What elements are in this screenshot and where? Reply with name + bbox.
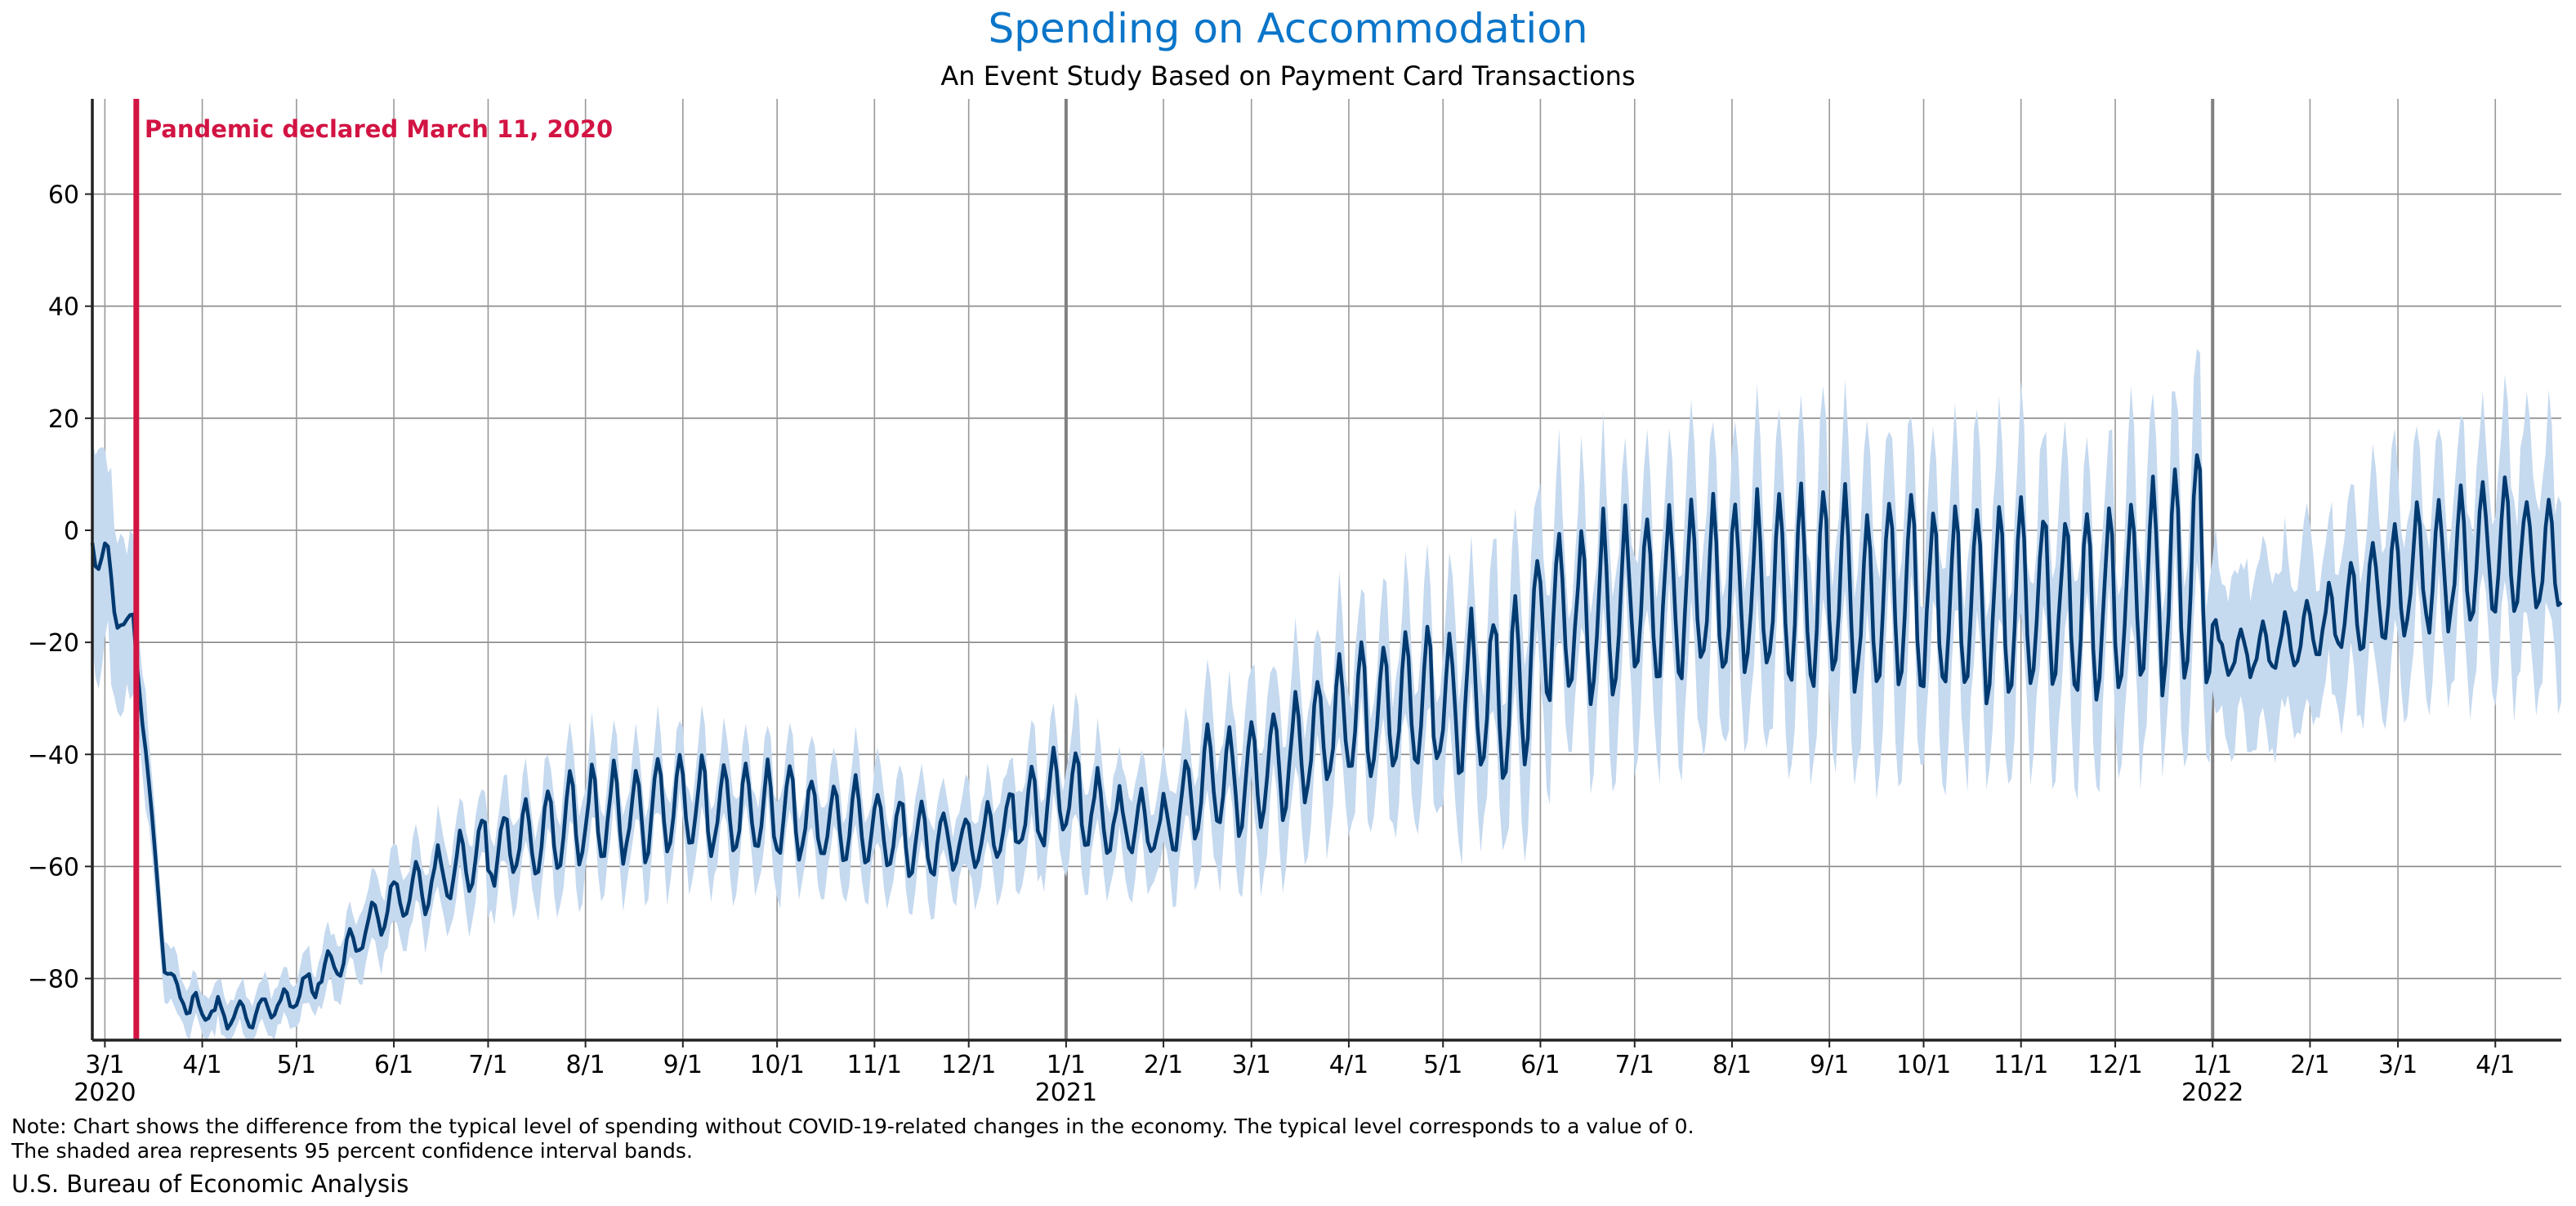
x-tick-label: 5/1: [277, 1051, 316, 1079]
x-tick-label: 3/1: [2378, 1051, 2418, 1079]
x-tick-label: 7/1: [468, 1051, 507, 1079]
source-credit: U.S. Bureau of Economic Analysis: [11, 1170, 409, 1198]
x-tick-label: 6/1: [1520, 1051, 1560, 1079]
confidence-band: [92, 348, 2561, 1041]
axes: [91, 99, 2561, 1042]
annotation: Pandemic declared March 11, 2020: [133, 99, 613, 1040]
x-tick-label: 6/1: [374, 1051, 413, 1079]
y-tick-label: 20: [48, 405, 79, 434]
x-tick-label: 11/1: [847, 1051, 902, 1079]
x-tick-label: 1/1: [1047, 1051, 1086, 1079]
pandemic-annotation-label: Pandemic declared March 11, 2020: [145, 115, 613, 143]
x-tick-label: 1/1: [2193, 1051, 2232, 1079]
x-tick-label: 2/1: [1144, 1051, 1183, 1079]
x-tick-label: 3/1: [1232, 1051, 1271, 1079]
confidence-band-area: [92, 348, 2561, 1041]
x-tick-label: 4/1: [1329, 1051, 1368, 1079]
chart-subtitle: An Event Study Based on Payment Card Tra…: [940, 60, 1636, 92]
y-tick-label: 40: [48, 293, 79, 322]
x-tick-label: 2/1: [2290, 1051, 2329, 1079]
x-tick-label: 9/1: [663, 1051, 703, 1079]
y-tick-label: 60: [48, 181, 79, 210]
y-tick-label: −80: [28, 966, 79, 994]
x-tick-label: 4/1: [2476, 1051, 2515, 1079]
chart-note: Note: Chart shows the difference from th…: [11, 1114, 1694, 1164]
x-year-label: 2020: [74, 1079, 136, 1107]
x-tick-label: 8/1: [565, 1051, 605, 1079]
series-line: [90, 453, 2563, 1031]
x-tick-label: 4/1: [182, 1051, 221, 1079]
x-tick-label: 12/1: [941, 1051, 996, 1079]
x-tick-label: 8/1: [1712, 1051, 1752, 1079]
x-year-label: 2021: [1035, 1079, 1097, 1107]
spending-line: [90, 453, 2563, 1031]
x-tick-label: 5/1: [1423, 1051, 1462, 1079]
x-tick-label: 10/1: [749, 1051, 804, 1079]
x-tick-label: 12/1: [2087, 1051, 2142, 1079]
y-tick-label: 0: [64, 517, 79, 546]
x-tick-label: 9/1: [1810, 1051, 1849, 1079]
note-line-2: The shaded area represents 95 percent co…: [11, 1139, 693, 1163]
x-tick-label: 11/1: [1993, 1051, 2048, 1079]
x-tick-label: 3/1: [85, 1051, 124, 1079]
x-year-label: 2022: [2181, 1079, 2243, 1107]
gridlines: [92, 99, 2561, 1040]
x-tick-label: 10/1: [1896, 1051, 1951, 1079]
chart-title: Spending on Accommodation: [988, 5, 1588, 52]
note-line-1: Note: Chart shows the difference from th…: [11, 1114, 1694, 1138]
y-tick-label: −40: [28, 741, 79, 770]
y-tick-label: −60: [28, 853, 79, 882]
y-tick-label: −20: [28, 629, 79, 658]
x-tick-label: 7/1: [1615, 1051, 1654, 1079]
